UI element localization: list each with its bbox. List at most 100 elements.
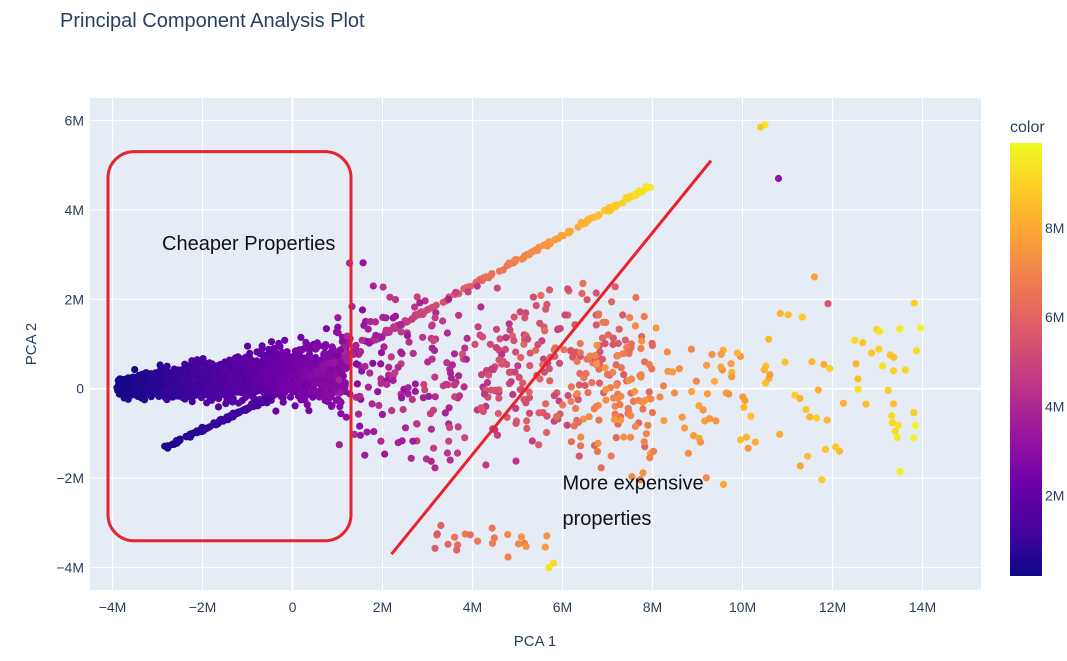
x-tick-label: 4M (463, 599, 482, 615)
scatter-point (249, 368, 258, 376)
scatter-point (526, 362, 534, 370)
x-tick-label: 0 (289, 599, 297, 615)
scatter-point (146, 389, 154, 397)
scatter-point (823, 416, 831, 424)
scatter-point (426, 410, 434, 418)
scatter-point (747, 412, 755, 420)
scatter-point (189, 370, 197, 378)
scatter-point (243, 385, 251, 393)
scatter-point (377, 379, 385, 387)
scatter-point (744, 444, 752, 452)
scatter-point (581, 381, 589, 390)
scatter-point (916, 324, 925, 332)
scatter-point (439, 298, 447, 306)
scatter-point (398, 394, 406, 402)
scatter-point (212, 375, 220, 383)
scatter-point (394, 363, 402, 371)
scatter-point (681, 424, 689, 432)
scatter-point (279, 398, 287, 406)
scatter-point (649, 447, 658, 455)
scatter-point (446, 456, 454, 464)
scatter-point (428, 355, 436, 363)
scatter-point (175, 389, 183, 397)
scatter-point (619, 350, 627, 358)
scatter-point (608, 298, 616, 306)
scatter-point (213, 391, 221, 399)
scatter-point (760, 366, 768, 374)
scatter-point (275, 382, 283, 390)
scatter-point (386, 293, 394, 301)
scatter-point (494, 409, 502, 418)
scatter-point (283, 360, 291, 368)
scatter-point (537, 291, 545, 299)
annotations: Cheaper Properties More expensive properti… (162, 233, 704, 530)
scatter-point (569, 353, 577, 361)
scatter-point (431, 393, 439, 401)
scatter-point (495, 356, 503, 364)
scatter-point (363, 428, 371, 436)
scatter-point (663, 348, 671, 356)
scatter-point (564, 285, 572, 293)
scatter-point (431, 464, 439, 472)
scatter-point (821, 445, 830, 453)
scatter-point (505, 368, 513, 376)
scatter-point (536, 375, 544, 383)
scatter-point (556, 359, 564, 367)
scatter-point (520, 340, 528, 348)
scatter-point (156, 361, 164, 369)
scatter-point (445, 437, 453, 445)
scatter-point (684, 449, 693, 457)
scatter-point (596, 348, 604, 356)
scatter-point (235, 399, 243, 407)
x-tick-label: 14M (909, 599, 936, 615)
scatter-point (602, 386, 610, 394)
scatter-point (511, 368, 519, 376)
scatter-point (509, 259, 518, 267)
scatter-point (762, 379, 770, 387)
scatter-point (445, 295, 453, 303)
scatter-point (567, 438, 576, 446)
scatter-point (594, 311, 603, 319)
scatter-point (275, 339, 283, 348)
scatter-point (409, 349, 417, 357)
scatter-point (263, 359, 271, 367)
scatter-point (276, 357, 284, 365)
scatter-point (482, 273, 490, 282)
y-tick-label: 6M (65, 112, 84, 128)
scatter-point (214, 419, 222, 427)
scatter-point (577, 442, 585, 450)
scatter-point (719, 480, 728, 488)
scatter-point (445, 404, 453, 412)
scatter-point (652, 324, 660, 332)
scatter-point (338, 338, 346, 346)
scatter-point (128, 391, 136, 399)
scatter-point (532, 302, 540, 310)
y-tick-label: −4M (56, 560, 84, 576)
scatter-point (678, 413, 686, 421)
scatter-point (891, 427, 899, 435)
scatter-point (532, 346, 540, 354)
scatter-point (431, 373, 439, 381)
scatter-point (350, 430, 358, 438)
scatter-point (835, 447, 844, 455)
scatter-point (414, 311, 422, 319)
scatter-point (394, 439, 402, 447)
scatter-point (576, 349, 584, 357)
scatter-point (241, 406, 249, 414)
scatter-point (453, 546, 461, 554)
scatter-point (158, 368, 166, 376)
scatter-point (244, 342, 252, 350)
colorbar-tick-label: 8M (1045, 220, 1064, 236)
scatter-point (297, 333, 305, 341)
scatter-point (306, 346, 314, 354)
x-tick-label: 6M (553, 599, 572, 615)
scatter-point (496, 335, 504, 343)
scatter-point (632, 191, 640, 199)
scatter-point (387, 353, 395, 361)
scatter-point (483, 379, 492, 387)
scatter-point (573, 390, 581, 398)
annotation-text: properties (563, 508, 652, 530)
scatter-point (196, 380, 204, 388)
scatter-point (241, 393, 249, 401)
scatter-point (466, 531, 474, 539)
